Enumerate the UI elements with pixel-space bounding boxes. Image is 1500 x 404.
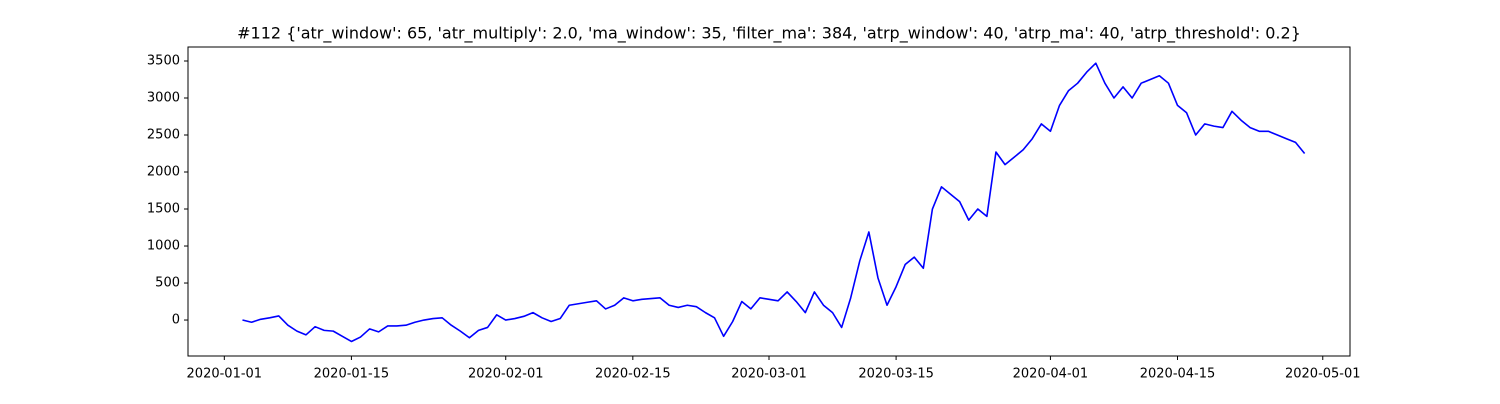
- y-tick-label: 2500: [147, 128, 180, 143]
- x-tick-label: 2020-05-01: [1285, 367, 1361, 382]
- x-tick-label: 2020-02-01: [468, 367, 544, 382]
- y-tick-label: 3000: [147, 90, 180, 105]
- y-tick-label: 2000: [147, 165, 180, 180]
- x-tick-label: 2020-01-01: [187, 367, 263, 382]
- x-tick-label: 2020-04-01: [1013, 367, 1089, 382]
- x-tick-label: 2020-01-15: [314, 367, 390, 382]
- y-tick-label: 1000: [147, 239, 180, 254]
- x-tick-label: 2020-03-15: [858, 367, 934, 382]
- y-tick-label: 500: [155, 276, 180, 291]
- plot-frame: [187, 46, 1351, 357]
- x-tick-label: 2020-04-15: [1140, 367, 1216, 382]
- y-tick-label: 1500: [147, 202, 180, 217]
- chart-title: #112 {'atr_window': 65, 'atr_multiply': …: [237, 24, 1301, 44]
- x-tick-label: 2020-02-15: [595, 367, 671, 382]
- y-tick-label: 3500: [147, 53, 180, 68]
- y-tick-label: 0: [172, 313, 180, 328]
- x-tick-label: 2020-03-01: [731, 367, 807, 382]
- line-series: [242, 62, 1306, 343]
